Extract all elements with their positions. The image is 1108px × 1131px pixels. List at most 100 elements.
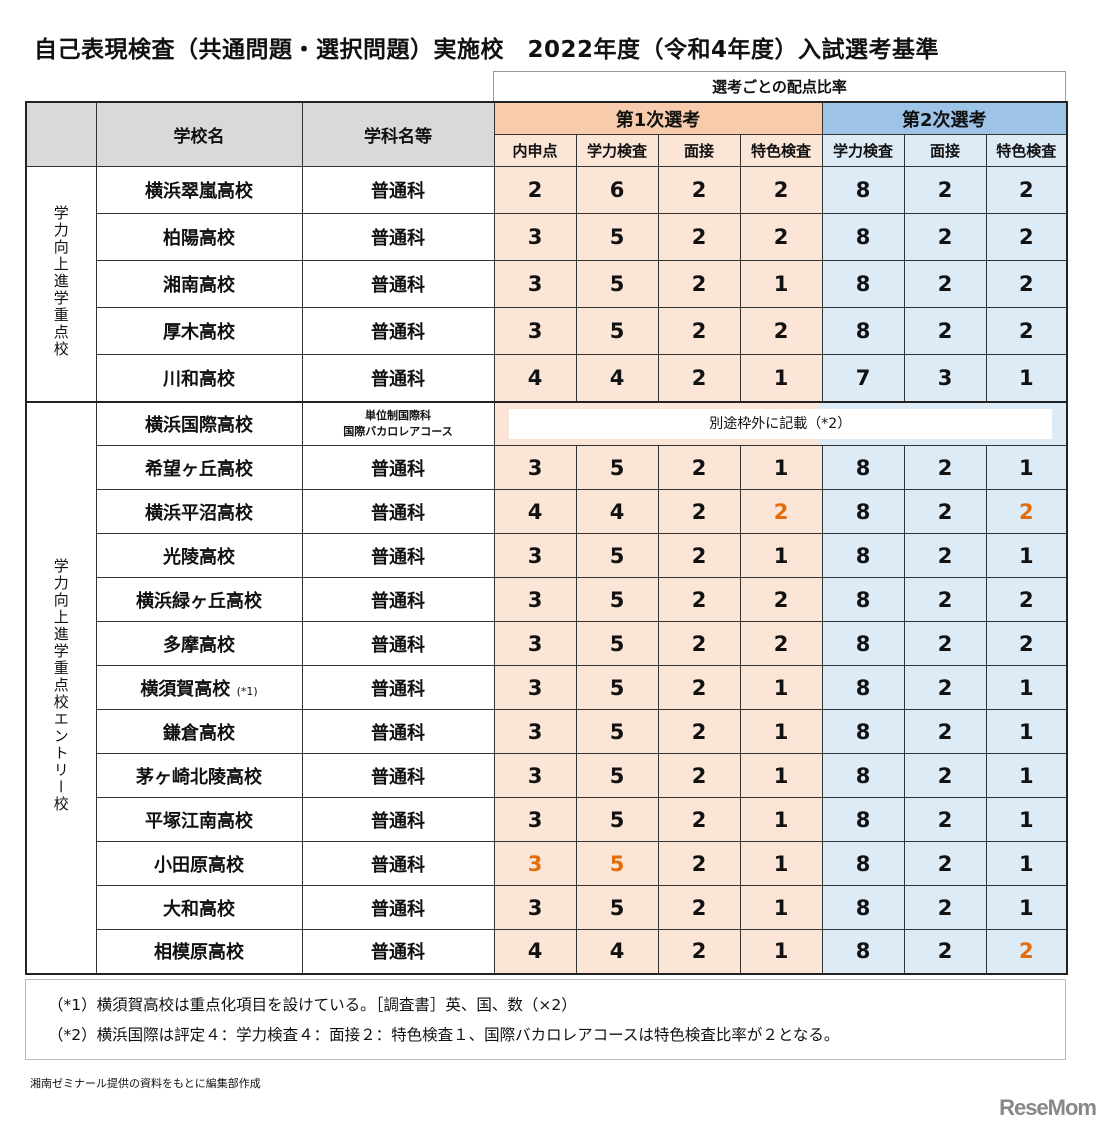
score-cell: 5 [575, 753, 659, 798]
score-cell: 1 [739, 533, 823, 578]
dept-cell: 普通科 [301, 797, 495, 842]
school-name: 光陵高校 [163, 546, 235, 568]
second-selection-header: 第2次選考 [821, 101, 1068, 135]
school-note: (*1) [236, 684, 258, 698]
score-cell: 1 [985, 445, 1068, 490]
score-cell: 5 [575, 621, 659, 666]
score-cell: 4 [575, 929, 659, 974]
dept-cell: 普通科 [301, 709, 495, 754]
score-cell: 1 [985, 665, 1068, 710]
school-name: 大和高校 [163, 898, 235, 920]
dept-cell: 普通科 [301, 577, 495, 622]
score-cell: 2 [903, 621, 987, 666]
dept-name: 普通科 [371, 368, 425, 390]
dept-name: 普通科 [371, 810, 425, 832]
second-col-header: 面接 [903, 134, 987, 167]
dept-name: 普通科 [371, 898, 425, 920]
score-cell: 2 [985, 489, 1068, 534]
table-row: 横浜緑ヶ丘高校 普通科 3 5 2 2 8 2 2 [26, 577, 1068, 622]
score-cell: 2 [903, 797, 987, 842]
school-name-cell: 柏陽高校 [95, 213, 303, 261]
table-row: 鎌倉高校 普通科 3 5 2 1 8 2 1 [26, 709, 1068, 754]
score-cell: 2 [657, 260, 741, 308]
table-row: 小田原高校 普通科 3 5 2 1 8 2 1 [26, 841, 1068, 886]
score-cell: 1 [985, 354, 1068, 403]
score-cell: 8 [821, 797, 905, 842]
score-cell: 2 [739, 489, 823, 534]
score-cell: 2 [657, 753, 741, 798]
school-name: 横浜平沼高校 [145, 502, 253, 524]
school-name: 相模原高校 [154, 942, 244, 964]
score-cell: 2 [657, 665, 741, 710]
school-name-cell: 多摩高校 [95, 621, 303, 666]
school-name: 多摩高校 [163, 634, 235, 656]
score-cell: 5 [575, 307, 659, 355]
page-title: 自己表現検査（共通問題・選択問題）実施校 2022年度（令和4年度）入試選考基準 [34, 37, 940, 63]
score-cell: 3 [493, 841, 577, 886]
score-cell: 1 [739, 797, 823, 842]
score-cell: 2 [903, 885, 987, 930]
score-cell: 1 [739, 260, 823, 308]
school-name-cell: 湘南高校 [95, 260, 303, 308]
resemom-logo: ReseMom [999, 1095, 1097, 1120]
score-cell: 5 [575, 445, 659, 490]
group-label: 学力向上進学重点校エントリー校 [51, 557, 70, 813]
school-name: 鎌倉高校 [163, 722, 235, 744]
score-cell: 2 [739, 621, 823, 666]
dept-name: 普通科 [371, 322, 425, 343]
table-row: 光陵高校 普通科 3 5 2 1 8 2 1 [26, 533, 1068, 578]
score-cell: 3 [903, 354, 987, 403]
school-name: 横浜国際高校 [145, 414, 253, 436]
table-row: 茅ヶ崎北陵高校 普通科 3 5 2 1 8 2 1 [26, 753, 1068, 798]
dept-cell: 普通科 [301, 166, 495, 214]
score-cell: 2 [657, 307, 741, 355]
dept-cell: 普通科 [301, 533, 495, 578]
second-col-header: 学力検査 [821, 134, 905, 167]
score-cell: 5 [575, 577, 659, 622]
school-name: 横須賀高校 [140, 678, 231, 700]
score-cell: 2 [903, 533, 987, 578]
score-cell: 2 [985, 307, 1068, 355]
footnote-2: （*2）横浜国際は評定４：学力検査４：面接２：特色検査１、国際バカロレアコースは… [48, 1026, 840, 1044]
dept-cell: 普通科 [301, 929, 495, 974]
school-name: 厚木高校 [163, 322, 235, 343]
score-cell: 3 [493, 533, 577, 578]
score-cell: 8 [821, 533, 905, 578]
score-cell: 3 [493, 709, 577, 754]
score-cell: 8 [821, 489, 905, 534]
school-name-cell: 茅ヶ崎北陵高校 [95, 753, 303, 798]
score-cell: 2 [657, 577, 741, 622]
group-label: 学力向上進学重点校 [51, 204, 70, 358]
footnote-1: （*1）横須賀高校は重点化項目を設けている。［調査書］英、国、数（×2） [48, 996, 577, 1014]
dept-cell: 普通科 [301, 260, 495, 308]
score-cell: 2 [657, 354, 741, 403]
table-row: 横浜平沼高校 普通科 4 4 2 2 8 2 2 [26, 489, 1068, 534]
school-name-cell: 横浜国際高校 [95, 401, 303, 446]
dept-name: 普通科 [371, 458, 425, 480]
school-name-cell: 横浜緑ヶ丘高校 [95, 577, 303, 622]
score-cell: 4 [575, 489, 659, 534]
score-cell: 8 [821, 577, 905, 622]
score-cell: 8 [821, 166, 905, 214]
score-cell: 8 [821, 621, 905, 666]
school-name: 川和高校 [163, 368, 235, 390]
score-cell: 2 [985, 260, 1068, 308]
score-cell: 2 [903, 307, 987, 355]
table-row: 学力向上進学重点校エントリー校 横浜国際高校 単位制国際科 国際バカロレアコース 別途枠… [25, 401, 1068, 975]
score-cell: 3 [493, 445, 577, 490]
first-col-header: 面接 [657, 134, 741, 167]
school-name: 小田原高校 [154, 854, 244, 876]
dept-name: 普通科 [371, 275, 425, 296]
table-row: 学力向上進学重点校 横浜翠嵐高校 普通科 2 6 2 2 8 2 2 [25, 166, 1068, 403]
score-cell: 3 [493, 260, 577, 308]
score-cell: 1 [739, 445, 823, 490]
table-row: 横須賀高校 (*1) 普通科 3 5 2 1 8 2 1 [26, 665, 1068, 710]
score-cell: 5 [575, 885, 659, 930]
score-cell: 2 [657, 533, 741, 578]
score-cell: 2 [657, 841, 741, 886]
score-cell: 8 [821, 213, 905, 261]
school-name: 希望ヶ丘高校 [145, 458, 253, 480]
score-cell: 1 [739, 929, 823, 974]
table-row: 平塚江南高校 普通科 3 5 2 1 8 2 1 [26, 797, 1068, 842]
table-row: 厚木高校 普通科 3 5 2 2 8 2 2 [26, 307, 1068, 355]
